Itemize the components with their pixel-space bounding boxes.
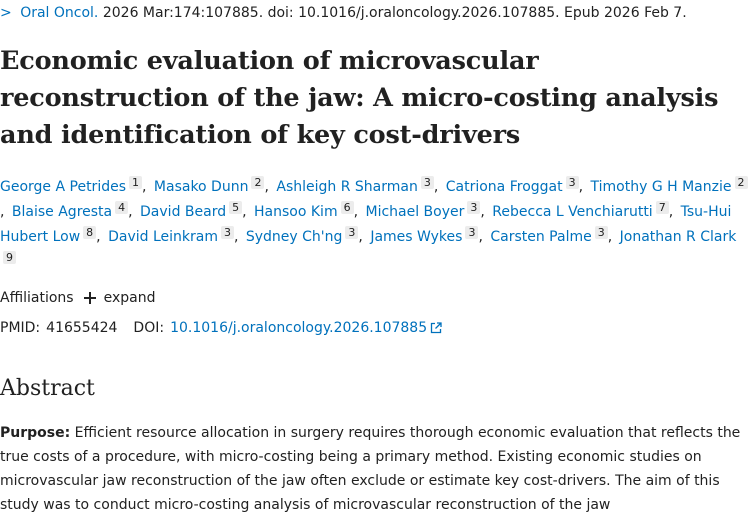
author-separator: ,	[607, 229, 613, 245]
citation-line: > Oral Oncol. 2026 Mar:174:107885. doi: …	[0, 5, 687, 21]
authors-list: George A Petrides 1, Masako Dunn 2, Ashlei…	[0, 175, 750, 275]
author-item: Hansoo Kim 6	[254, 201, 354, 220]
affiliation-number[interactable]: 4	[115, 201, 129, 214]
author-separator: ,	[128, 204, 133, 220]
pmid-label: PMID:	[0, 320, 41, 336]
journal-link[interactable]: Oral Oncol.	[20, 5, 99, 21]
plus-icon	[83, 292, 96, 304]
affiliation-number[interactable]: 7	[655, 201, 669, 214]
author-name-link[interactable]: David Beard	[140, 204, 227, 220]
author-item: James Wykes 3	[370, 226, 479, 245]
affiliation-number[interactable]: 3	[420, 176, 434, 189]
author-item: Tsu-Hui Hubert Low 8	[0, 204, 731, 245]
author-separator: ,	[242, 204, 247, 220]
author-item: Sydney Ch'ng 3	[245, 226, 359, 245]
author-separator: ,	[433, 179, 439, 195]
author-item: Catriona Froggat 3	[445, 176, 579, 195]
affiliation-number[interactable]: 3	[594, 226, 608, 239]
author-item: Masako Dunn 2	[153, 176, 265, 195]
affiliation-number[interactable]: 8	[83, 226, 97, 239]
affiliations-row: Affiliations expand	[0, 290, 155, 306]
author-separator: ,	[668, 204, 674, 220]
doi-link[interactable]: 10.1016/j.oraloncology.2026.107885	[170, 320, 442, 336]
purpose-label: Purpose:	[0, 425, 71, 441]
doi-label: DOI:	[133, 320, 165, 336]
author-name-link[interactable]: Sydney Ch'ng	[245, 229, 343, 245]
author-name-link[interactable]: Masako Dunn	[153, 179, 249, 195]
abstract-purpose: Purpose: Efficient resource allocation i…	[0, 421, 748, 517]
author-item: Blaise Agresta 4	[11, 201, 129, 220]
chevron-right-icon: >	[0, 5, 12, 21]
article-title: Economic evaluation of microvascular rec…	[0, 46, 719, 150]
author-item: Michael Boyer 3	[365, 201, 481, 220]
author-separator: ,	[480, 204, 485, 220]
affiliation-number[interactable]: 3	[345, 226, 359, 239]
author-separator: ,	[233, 229, 239, 245]
author-name-link[interactable]: Tsu-Hui Hubert Low	[0, 204, 732, 245]
author-separator: ,	[353, 204, 359, 220]
external-link-icon	[430, 322, 442, 334]
author-name-link[interactable]: James Wykes	[370, 229, 463, 245]
pmid-value: 41655424	[46, 320, 118, 336]
affiliation-number[interactable]: 9	[3, 251, 16, 264]
author-item: David Beard 5	[140, 201, 243, 220]
affiliation-number[interactable]: 3	[465, 226, 479, 239]
abstract-heading: Abstract	[0, 376, 95, 401]
affiliation-number[interactable]: 3	[220, 226, 234, 239]
author-name-link[interactable]: Rebecca L Venchiarutti	[492, 204, 653, 220]
author-item: David Leinkram 3	[108, 226, 234, 245]
citation-details: 2026 Mar:174:107885. doi: 10.1016/j.oral…	[102, 5, 687, 21]
author-separator: ,	[358, 229, 363, 245]
author-name-link[interactable]: Hansoo Kim	[254, 204, 338, 220]
author-separator: ,	[142, 179, 147, 195]
affiliation-number[interactable]: 2	[251, 176, 265, 189]
author-name-link[interactable]: Catriona Froggat	[445, 179, 563, 195]
author-name-link[interactable]: Timothy G H Manzie	[590, 179, 732, 195]
author-separator: ,	[478, 229, 483, 245]
author-item: Jonathan R Clark 9	[0, 229, 736, 270]
author-name-link[interactable]: Blaise Agresta	[11, 204, 113, 220]
affiliation-number[interactable]: 3	[467, 201, 481, 214]
author-item: Rebecca L Venchiarutti 7	[492, 201, 669, 220]
author-name-link[interactable]: Michael Boyer	[365, 204, 465, 220]
expand-label: expand	[103, 290, 156, 306]
author-separator: ,	[578, 179, 584, 195]
author-item: Carsten Palme 3	[490, 226, 608, 245]
author-name-link[interactable]: George A Petrides	[0, 179, 126, 195]
author-item: George A Petrides 1	[0, 176, 142, 195]
author-name-link[interactable]: Jonathan R Clark	[619, 229, 737, 245]
author-separator: ,	[264, 179, 269, 195]
affiliations-label: Affiliations	[0, 290, 74, 306]
author-name-link[interactable]: Ashleigh R Sharman	[276, 179, 418, 195]
author-name-link[interactable]: Carsten Palme	[490, 229, 592, 245]
affiliation-number[interactable]: 2	[734, 176, 748, 189]
affiliation-number[interactable]: 5	[229, 201, 243, 214]
affiliation-number[interactable]: 6	[340, 201, 354, 214]
author-item: Timothy G H Manzie 2	[590, 176, 748, 195]
identifiers-row: PMID: 41655424 DOI: 10.1016/j.oraloncolo…	[0, 320, 442, 336]
affiliation-number[interactable]: 1	[129, 176, 142, 189]
author-separator: ,	[96, 229, 101, 245]
expand-affiliations-button[interactable]: expand	[83, 290, 156, 306]
affiliation-number[interactable]: 3	[565, 176, 579, 189]
author-item: Ashleigh R Sharman 3	[276, 176, 434, 195]
doi-value: 10.1016/j.oraloncology.2026.107885	[170, 320, 428, 336]
author-separator: ,	[0, 204, 5, 220]
author-name-link[interactable]: David Leinkram	[108, 229, 218, 245]
